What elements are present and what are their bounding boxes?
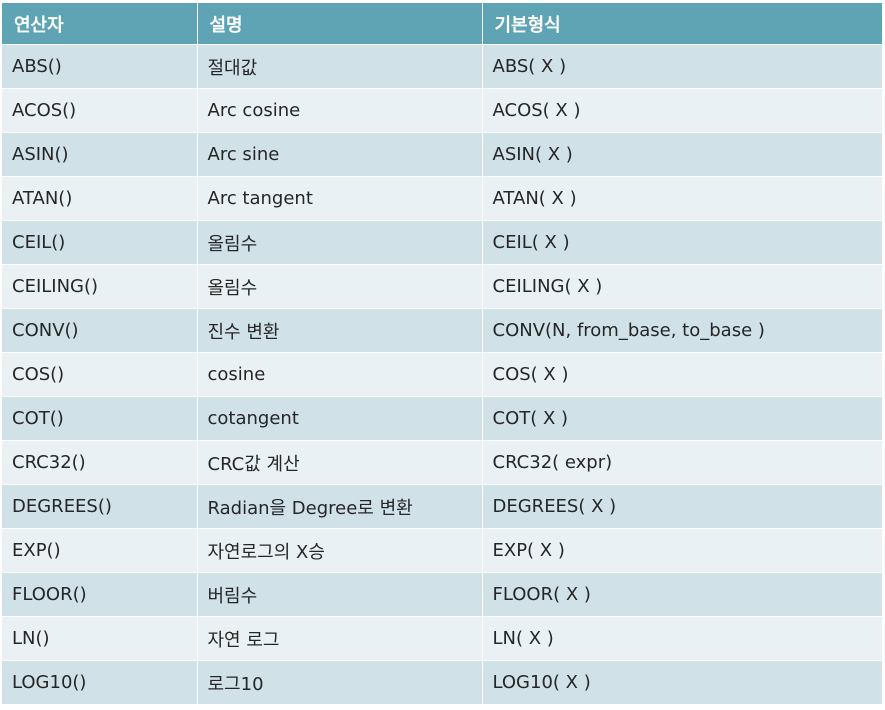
header-row: 연산자 설명 기본형식	[2, 3, 882, 45]
basic-form-cell: LOG10( X )	[482, 660, 882, 705]
table-row: FLOOR() 버림수 FLOOR( X )	[2, 572, 882, 617]
basic-form-cell: ATAN( X )	[482, 176, 882, 221]
basic-form-cell: CEIL( X )	[482, 220, 882, 265]
operator-cell: ABS()	[2, 44, 198, 89]
table-row: ABS() 절대값 ABS( X )	[2, 44, 882, 89]
operator-cell: CONV()	[2, 308, 198, 353]
basic-form-cell: CRC32( expr)	[482, 440, 882, 485]
description-cell: 로그10	[197, 660, 483, 705]
operator-cell: COT()	[2, 396, 198, 441]
column-header-basic-form: 기본형식	[482, 3, 882, 45]
operator-table: 연산자 설명 기본형식 ABS() 절대값 ABS( X ) ACOS() Ar…	[2, 3, 882, 705]
description-cell: cotangent	[197, 396, 483, 441]
operator-cell: ATAN()	[2, 176, 198, 221]
table-row: ATAN() Arc tangent ATAN( X )	[2, 176, 882, 221]
operator-cell: CEIL()	[2, 220, 198, 265]
description-cell: 자연로그의 X승	[197, 528, 483, 573]
description-cell: 자연 로그	[197, 616, 483, 661]
operator-cell: ASIN()	[2, 132, 198, 177]
description-cell: 버림수	[197, 572, 483, 617]
operator-cell: ACOS()	[2, 88, 198, 133]
basic-form-cell: ASIN( X )	[482, 132, 882, 177]
description-cell: Arc sine	[197, 132, 483, 177]
table-row: CONV() 진수 변환 CONV(N, from_base, to_base …	[2, 308, 882, 353]
description-cell: Arc tangent	[197, 176, 483, 221]
table-row: COS() cosine COS( X )	[2, 352, 882, 397]
table-row: LOG10() 로그10 LOG10( X )	[2, 660, 882, 705]
table-row: CRC32() CRC값 계산 CRC32( expr)	[2, 440, 882, 485]
basic-form-cell: LN( X )	[482, 616, 882, 661]
column-header-operator: 연산자	[2, 3, 198, 45]
table-row: LN() 자연 로그 LN( X )	[2, 616, 882, 661]
table-row: COT() cotangent COT( X )	[2, 396, 882, 441]
basic-form-cell: FLOOR( X )	[482, 572, 882, 617]
table-row: DEGREES() Radian을 Degree로 변환 DEGREES( X …	[2, 484, 882, 529]
basic-form-cell: DEGREES( X )	[482, 484, 882, 529]
operator-cell: EXP()	[2, 528, 198, 573]
table-row: CEIL() 올림수 CEIL( X )	[2, 220, 882, 265]
description-cell: 올림수	[197, 220, 483, 265]
description-cell: Radian을 Degree로 변환	[197, 484, 483, 529]
basic-form-cell: EXP( X )	[482, 528, 882, 573]
basic-form-cell: CONV(N, from_base, to_base )	[482, 308, 882, 353]
table-row: ACOS() Arc cosine ACOS( X )	[2, 88, 882, 133]
description-cell: 절대값	[197, 44, 483, 89]
table-header: 연산자 설명 기본형식	[2, 3, 882, 45]
operator-cell: DEGREES()	[2, 484, 198, 529]
operator-cell: COS()	[2, 352, 198, 397]
basic-form-cell: COS( X )	[482, 352, 882, 397]
operator-cell: CRC32()	[2, 440, 198, 485]
operator-cell: LN()	[2, 616, 198, 661]
description-cell: cosine	[197, 352, 483, 397]
table-body: ABS() 절대값 ABS( X ) ACOS() Arc cosine ACO…	[2, 44, 882, 705]
basic-form-cell: COT( X )	[482, 396, 882, 441]
table-row: EXP() 자연로그의 X승 EXP( X )	[2, 528, 882, 573]
table-row: CEILING() 올림수 CEILING( X )	[2, 264, 882, 309]
column-header-description: 설명	[197, 3, 483, 45]
basic-form-cell: CEILING( X )	[482, 264, 882, 309]
operator-cell: LOG10()	[2, 660, 198, 705]
basic-form-cell: ACOS( X )	[482, 88, 882, 133]
description-cell: 올림수	[197, 264, 483, 309]
operator-cell: CEILING()	[2, 264, 198, 309]
description-cell: 진수 변환	[197, 308, 483, 353]
operator-cell: FLOOR()	[2, 572, 198, 617]
table-row: ASIN() Arc sine ASIN( X )	[2, 132, 882, 177]
description-cell: CRC값 계산	[197, 440, 483, 485]
description-cell: Arc cosine	[197, 88, 483, 133]
basic-form-cell: ABS( X )	[482, 44, 882, 89]
